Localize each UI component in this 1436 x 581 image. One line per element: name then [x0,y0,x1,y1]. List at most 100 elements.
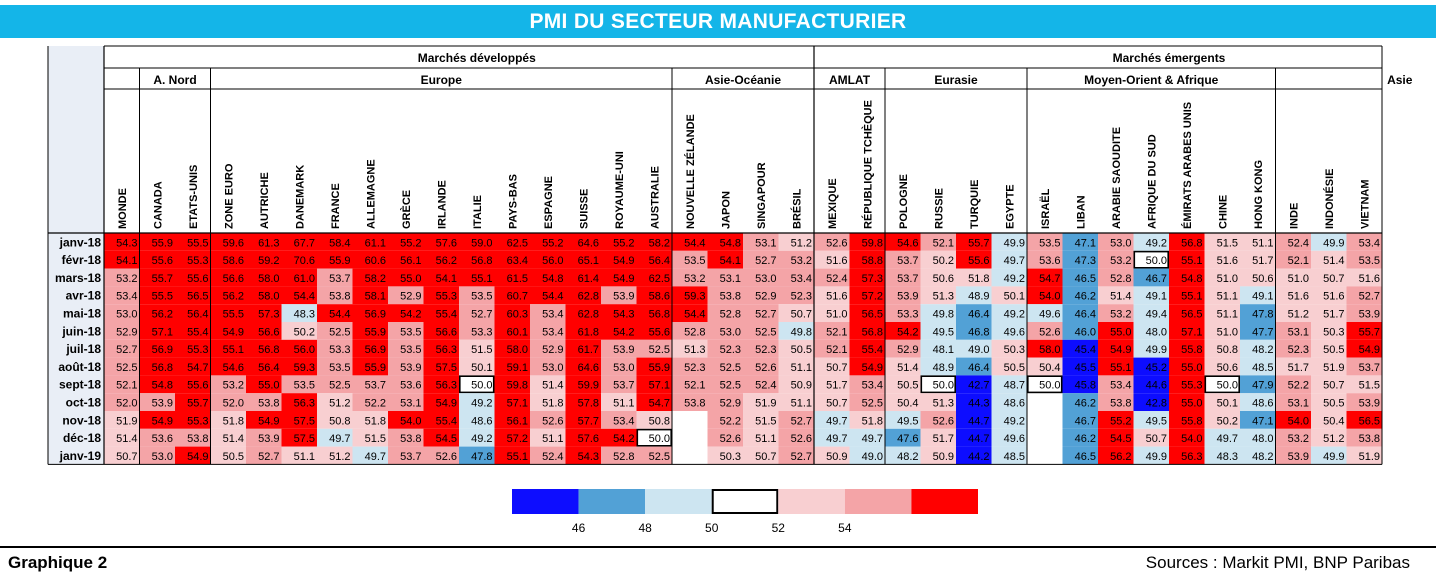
cell-value: 51.9 [1359,451,1380,463]
cell-value: 57.3 [258,309,279,321]
heatmap-cell [1311,268,1347,287]
cell-value: 49.7 [862,433,883,445]
cell-value: 53.5 [471,291,492,303]
cell-value: 50.5 [1323,344,1344,356]
cell-value: 53.2 [1110,309,1131,321]
cell-value: 55.5 [223,309,244,321]
heatmap-cell [601,304,637,322]
cell-value: 51.2 [329,398,350,410]
heatmap-cell [423,286,459,305]
heatmap-cell [530,322,566,340]
footer-divider [0,546,1436,548]
column-header: ESPAGNE [543,176,555,229]
cell-value: 52.7 [791,451,812,463]
heatmap-cell [139,268,175,287]
heatmap-cell [246,268,282,287]
cell-value: 61.3 [258,237,279,249]
cell-value: 52.2 [720,415,741,427]
cell-value: 55.4 [862,344,883,356]
heatmap-cell [388,411,424,429]
cell-value: 52.1 [116,380,137,392]
heatmap-cell [849,339,885,358]
heatmap-cell [1240,233,1276,251]
heatmap-cell [885,322,921,340]
heatmap-cell [388,322,424,340]
cell-value: 58.8 [862,255,883,267]
heatmap-cell [1133,286,1169,305]
heatmap-cell [1062,339,1098,358]
heatmap-cell [991,357,1027,376]
heatmap-cell [1169,428,1205,447]
cell-value: 51.1 [1252,237,1273,249]
heatmap-cell [423,411,459,429]
heatmap-cell [1098,411,1134,429]
cell-value: 54.0 [1181,433,1202,445]
heatmap-cell [849,446,885,465]
heatmap-cell [1275,339,1311,358]
cell-value: 52.7 [471,309,492,321]
heatmap-cell-neutral [636,428,672,447]
cell-value: 55.0 [1181,362,1202,374]
heatmap-cell [530,411,566,429]
cell-value: 54.6 [897,237,918,249]
cell-value: 51.0 [1217,273,1238,285]
heatmap-cell [246,322,282,340]
heatmap-cell [210,411,246,429]
subgroup-header: AMLAT [829,73,871,87]
heatmap-cell-neutral [458,375,495,394]
heatmap-cell [1027,357,1063,376]
heatmap-cell [317,286,353,305]
cell-value: 45.8 [1075,380,1096,392]
heatmap-cell [991,446,1027,465]
cell-value: 49.4 [1146,309,1167,321]
cell-value: 53.1 [400,398,421,410]
cell-value: 52.9 [400,291,421,303]
column-header: HONG KONG [1253,160,1265,229]
color-legend: 46 48 50 52 54 [512,489,978,535]
heatmap-cell [1098,428,1134,447]
cell-value: 55.7 [187,398,208,410]
subgroup-header: Asie [1387,73,1413,87]
cell-value: 52.7 [755,255,776,267]
cell-value: 50.7 [1146,433,1167,445]
heatmap-cell [494,446,530,465]
heatmap-cell [1062,233,1098,251]
heatmap-cell [139,322,175,340]
cell-value: 55.1 [1181,291,1202,303]
cell-value: 52.1 [826,326,847,338]
heatmap-cell [814,322,850,340]
cell-value: 55.2 [1110,415,1131,427]
cell-value: 58.6 [649,291,670,303]
heatmap-cell [459,411,495,429]
cell-value: 55.3 [187,344,208,356]
cell-value: 49.1 [1146,291,1167,303]
cell-value: 51.5 [1217,237,1238,249]
cell-value: 53.5 [400,344,421,356]
heatmap-cell [317,446,353,465]
heatmap-cell [494,428,530,447]
cell-value: 51.8 [223,415,244,427]
cell-value: 52.5 [720,362,741,374]
heatmap-cell [565,446,601,465]
cell-value: 50.1 [471,362,492,374]
heatmap-cell [743,233,779,251]
cell-value: 50.8 [649,415,670,427]
cell-value: 56.2 [223,291,244,303]
heatmap-cell [707,250,743,269]
heatmap-cell [1311,428,1347,447]
heatmap-cell [494,286,530,305]
heatmap-cell [743,375,779,394]
cell-value: 55.9 [329,255,350,267]
cell-value: 46.2 [1075,291,1096,303]
heatmap-cell [672,357,708,376]
heatmap-cell [778,233,814,251]
column-header: NOUVELLE ZÉLANDE [684,114,697,229]
heatmap-cell [1346,322,1382,340]
heatmap-cell [849,233,885,251]
cell-value: 48.9 [933,362,954,374]
heatmap-cell [707,339,743,358]
heatmap-cell [281,268,317,287]
cell-value: 49.9 [1323,237,1344,249]
heatmap-cell [530,393,566,411]
heatmap-cell [565,250,601,269]
